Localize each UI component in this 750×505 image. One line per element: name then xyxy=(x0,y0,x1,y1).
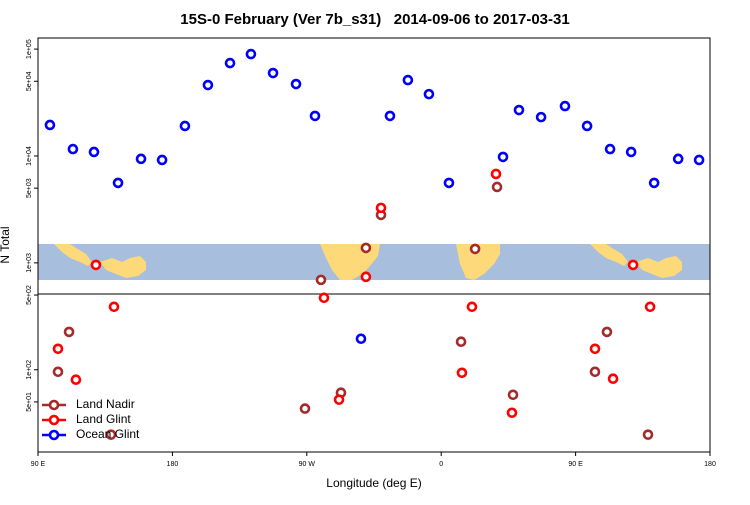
point xyxy=(70,374,82,386)
point xyxy=(52,343,64,355)
x-tick-label: 0 xyxy=(439,461,443,468)
point xyxy=(535,111,547,123)
point xyxy=(497,151,509,163)
x-tick-label: 180 xyxy=(167,461,179,468)
point xyxy=(44,119,56,131)
point xyxy=(360,271,372,283)
point xyxy=(245,48,257,60)
point xyxy=(466,301,478,313)
point xyxy=(309,110,321,122)
legend-label: Land Nadir xyxy=(76,397,135,411)
point xyxy=(589,366,601,378)
point xyxy=(375,202,387,214)
legend-marker xyxy=(48,414,60,426)
point xyxy=(105,429,117,440)
y-tick-label: 5e+03 xyxy=(26,178,33,198)
point xyxy=(290,78,302,90)
point xyxy=(318,292,330,304)
x-tick-label: 180 xyxy=(704,461,716,468)
point xyxy=(423,88,435,100)
x-tick-label: 90 W xyxy=(299,461,316,468)
point xyxy=(90,259,102,271)
point xyxy=(63,326,75,338)
y-tick-label: 5e+04 xyxy=(26,71,33,91)
point xyxy=(559,100,571,112)
point xyxy=(456,367,468,379)
point xyxy=(315,274,327,286)
y-tick-label: 1e+02 xyxy=(26,360,33,380)
point xyxy=(589,343,601,355)
point xyxy=(627,259,639,271)
x-axis-label: Longitude (deg E) xyxy=(326,476,421,490)
point xyxy=(672,153,684,165)
point xyxy=(581,120,593,132)
y-tick-label: 5e+02 xyxy=(26,285,33,305)
point xyxy=(644,301,656,313)
point xyxy=(67,143,79,155)
point xyxy=(506,407,518,419)
point xyxy=(625,146,637,158)
chart-title: 15S-0 February (Ver 7b_s31) 2014-09-06 t… xyxy=(180,11,569,28)
y-tick-label: 1e+03 xyxy=(26,253,33,273)
point xyxy=(648,177,660,189)
point xyxy=(267,67,279,79)
y-tick-label: 1e+04 xyxy=(26,146,33,166)
point xyxy=(88,146,100,158)
point xyxy=(135,153,147,165)
plot-frame xyxy=(37,37,711,453)
point xyxy=(333,394,345,405)
point xyxy=(693,154,705,166)
point xyxy=(443,177,455,189)
point xyxy=(604,143,616,155)
y-tick-label: 5e+01 xyxy=(26,392,33,412)
point xyxy=(601,326,613,338)
point xyxy=(202,79,214,91)
point xyxy=(52,366,64,378)
point xyxy=(513,104,525,116)
legend-marker xyxy=(48,399,60,411)
point xyxy=(469,243,481,255)
point xyxy=(402,74,414,86)
legend-marker xyxy=(48,429,60,441)
legend-label: Land Glint xyxy=(76,412,131,426)
x-tick-label: 90 E xyxy=(31,461,46,468)
point xyxy=(360,242,372,254)
point xyxy=(224,57,236,69)
point xyxy=(491,181,503,193)
x-tick-label: 90 E xyxy=(568,461,583,468)
point xyxy=(642,429,654,440)
point xyxy=(156,154,168,166)
legend-label: Ocean Glint xyxy=(76,427,140,441)
point xyxy=(384,110,396,122)
point xyxy=(507,389,519,401)
y-axis-label: N Total xyxy=(0,226,12,263)
map-band xyxy=(38,244,710,280)
point xyxy=(355,333,367,345)
point xyxy=(108,301,120,313)
y-tick-label: 1e+05 xyxy=(26,39,33,59)
point xyxy=(112,177,124,189)
point xyxy=(607,373,619,385)
point xyxy=(179,120,191,132)
point xyxy=(455,336,467,347)
point xyxy=(490,168,502,180)
point xyxy=(299,403,311,414)
